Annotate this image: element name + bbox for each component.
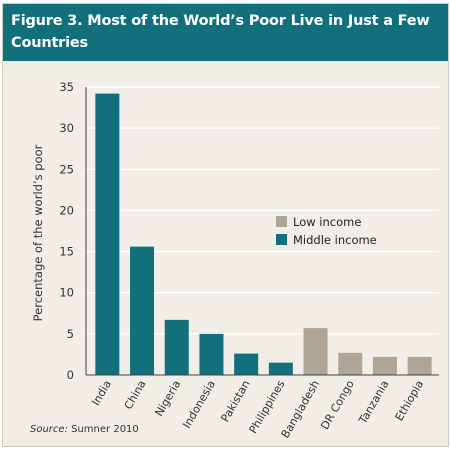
bar-bangladesh — [303, 328, 328, 375]
legend-swatch — [276, 216, 287, 227]
x-tick-label: Nigeria — [152, 378, 183, 419]
figure-title: Figure 3. Most of the World’s Poor Live … — [11, 13, 430, 51]
y-tick-label: 25 — [59, 162, 74, 176]
bar-pakistan — [234, 353, 259, 375]
bar-chart: 0 5 10 15 20 25 30 35 Percentage of the world’s … — [31, 80, 439, 440]
axes: 0 5 10 15 20 25 30 35 Percentage of the world’s … — [31, 80, 439, 440]
y-axis-title: Percentage of the world’s poor — [31, 144, 45, 321]
bar-ethiopia — [407, 356, 432, 375]
bar-dr-congo — [338, 352, 363, 375]
bars — [95, 93, 432, 375]
bar-philippines — [268, 362, 293, 375]
x-tick-label: Indonesia — [180, 378, 218, 431]
x-tick-label: Tanzania — [356, 378, 392, 427]
y-tick-label: 20 — [59, 203, 74, 217]
x-tick-label: Ethiopia — [393, 378, 427, 423]
y-tick-label: 10 — [59, 286, 74, 300]
bar-nigeria — [164, 319, 189, 375]
x-tick-label: India — [89, 378, 114, 408]
source-note: Source: Sumner 2010 — [30, 424, 139, 435]
source-label: Source: — [30, 424, 68, 435]
bar-india — [95, 93, 120, 375]
y-tick-label: 30 — [59, 121, 74, 135]
figure-panel: Figure 3. Most of the World’s Poor Live … — [2, 3, 449, 447]
x-tick-label: DR Congo — [318, 378, 357, 432]
figure-header: Figure 3. Most of the World’s Poor Live … — [3, 4, 448, 61]
legend-swatch — [276, 234, 287, 245]
legend-label: Middle income — [293, 233, 377, 247]
source-text: Sumner 2010 — [71, 424, 139, 435]
y-tick-label: 15 — [59, 245, 74, 259]
bar-indonesia — [199, 333, 224, 375]
bar-tanzania — [372, 356, 397, 375]
legend: Low income Middle income — [276, 215, 377, 247]
bar-china — [130, 246, 155, 375]
legend-label: Low income — [293, 215, 361, 229]
x-tick-label: China — [122, 378, 149, 412]
y-tick-label: 5 — [67, 327, 74, 341]
x-tick-label: Pakistan — [218, 378, 252, 424]
y-tick-label: 0 — [67, 368, 74, 382]
y-tick-label: 35 — [59, 80, 74, 94]
